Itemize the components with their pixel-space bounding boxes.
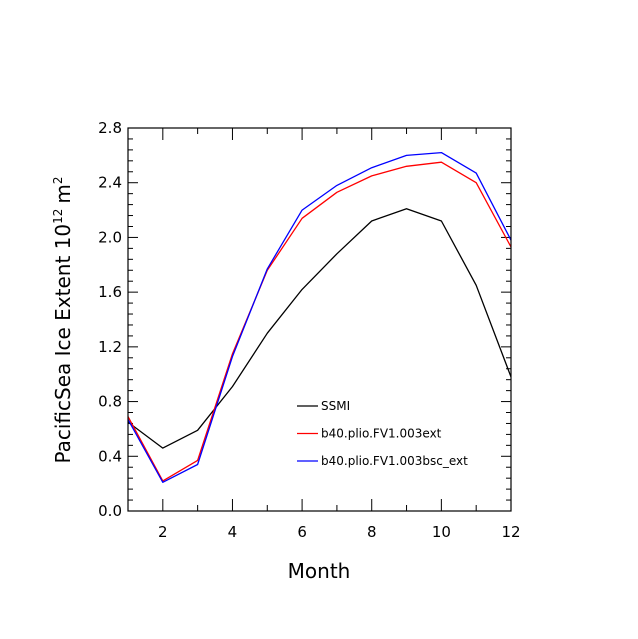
x-tick-label: 6 bbox=[297, 523, 307, 541]
series-line-ssmi bbox=[128, 208, 511, 449]
x-tick-label: 4 bbox=[228, 523, 238, 541]
series-lines bbox=[128, 151, 511, 483]
y-axis-title-unit: m bbox=[51, 184, 75, 203]
legend-label: b40.plio.FV1.003bsc_ext bbox=[321, 454, 468, 468]
y-tick-label: 0.4 bbox=[98, 447, 122, 465]
y-tick-label: 0.0 bbox=[98, 502, 122, 520]
y-tick-label: 0.8 bbox=[98, 393, 122, 411]
x-tick-label: 12 bbox=[501, 523, 520, 541]
plot-frame bbox=[127, 127, 512, 512]
x-tick-label: 10 bbox=[432, 523, 451, 541]
x-tick-labels: 2 4 6 8 10 12 bbox=[158, 523, 521, 541]
y-axis-title-exponent-1: 12 bbox=[51, 209, 65, 224]
y-axis-title-main: PacificSea Ice Extent 10 bbox=[51, 224, 75, 464]
x-tick-label: 8 bbox=[367, 523, 377, 541]
y-tick-label: 2.0 bbox=[98, 228, 122, 246]
y-tick-label: 1.6 bbox=[98, 283, 122, 301]
x-tick-label: 2 bbox=[158, 523, 168, 541]
legend-label: SSMI bbox=[321, 399, 350, 413]
legend-label: b40.plio.FV1.003ext bbox=[321, 427, 442, 441]
y-tick-label: 1.2 bbox=[98, 338, 122, 356]
legend: SSMI b40.plio.FV1.003ext b40.plio.FV1.003b… bbox=[297, 399, 468, 468]
series-line-b40-plio-fv1-003bsc-ext bbox=[128, 151, 511, 483]
y-tick-label: 2.4 bbox=[98, 174, 122, 192]
y-tick-labels: 0.0 0.4 0.8 1.2 1.6 2.0 2.4 2.8 bbox=[98, 119, 122, 520]
series-line-b40-plio-fv1-003ext bbox=[128, 161, 511, 482]
y-axis-title: PacificSea Ice Extent 1012 m2 bbox=[51, 176, 75, 463]
y-axis-title-exponent-2: 2 bbox=[51, 176, 65, 184]
y-tick-label: 2.8 bbox=[98, 119, 122, 137]
x-axis-title: Month bbox=[288, 559, 351, 583]
